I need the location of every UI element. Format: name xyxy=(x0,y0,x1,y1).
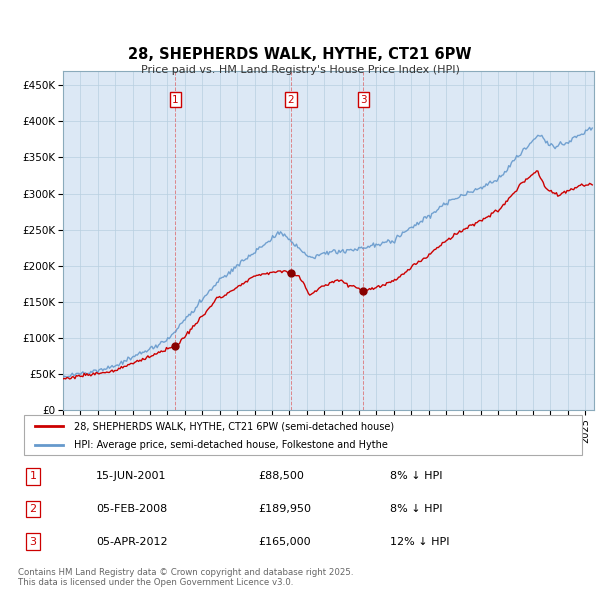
Text: £165,000: £165,000 xyxy=(258,537,311,547)
Text: Price paid vs. HM Land Registry's House Price Index (HPI): Price paid vs. HM Land Registry's House … xyxy=(140,65,460,75)
Text: 1: 1 xyxy=(29,471,37,481)
Text: £189,950: £189,950 xyxy=(258,504,311,514)
Text: 12% ↓ HPI: 12% ↓ HPI xyxy=(390,537,449,547)
Text: 28, SHEPHERDS WALK, HYTHE, CT21 6PW (semi-detached house): 28, SHEPHERDS WALK, HYTHE, CT21 6PW (sem… xyxy=(74,421,394,431)
FancyBboxPatch shape xyxy=(24,415,582,455)
Text: 1: 1 xyxy=(172,94,179,104)
Text: 15-JUN-2001: 15-JUN-2001 xyxy=(96,471,167,481)
Text: 8% ↓ HPI: 8% ↓ HPI xyxy=(390,504,443,514)
Text: Contains HM Land Registry data © Crown copyright and database right 2025.
This d: Contains HM Land Registry data © Crown c… xyxy=(18,568,353,587)
Text: 3: 3 xyxy=(29,537,37,547)
Text: 8% ↓ HPI: 8% ↓ HPI xyxy=(390,471,443,481)
Text: £88,500: £88,500 xyxy=(258,471,304,481)
Text: HPI: Average price, semi-detached house, Folkestone and Hythe: HPI: Average price, semi-detached house,… xyxy=(74,440,388,450)
Text: 2: 2 xyxy=(29,504,37,514)
Text: 28, SHEPHERDS WALK, HYTHE, CT21 6PW: 28, SHEPHERDS WALK, HYTHE, CT21 6PW xyxy=(128,47,472,62)
Text: 05-FEB-2008: 05-FEB-2008 xyxy=(96,504,167,514)
Text: 05-APR-2012: 05-APR-2012 xyxy=(96,537,167,547)
Text: 3: 3 xyxy=(360,94,367,104)
Text: 2: 2 xyxy=(287,94,294,104)
